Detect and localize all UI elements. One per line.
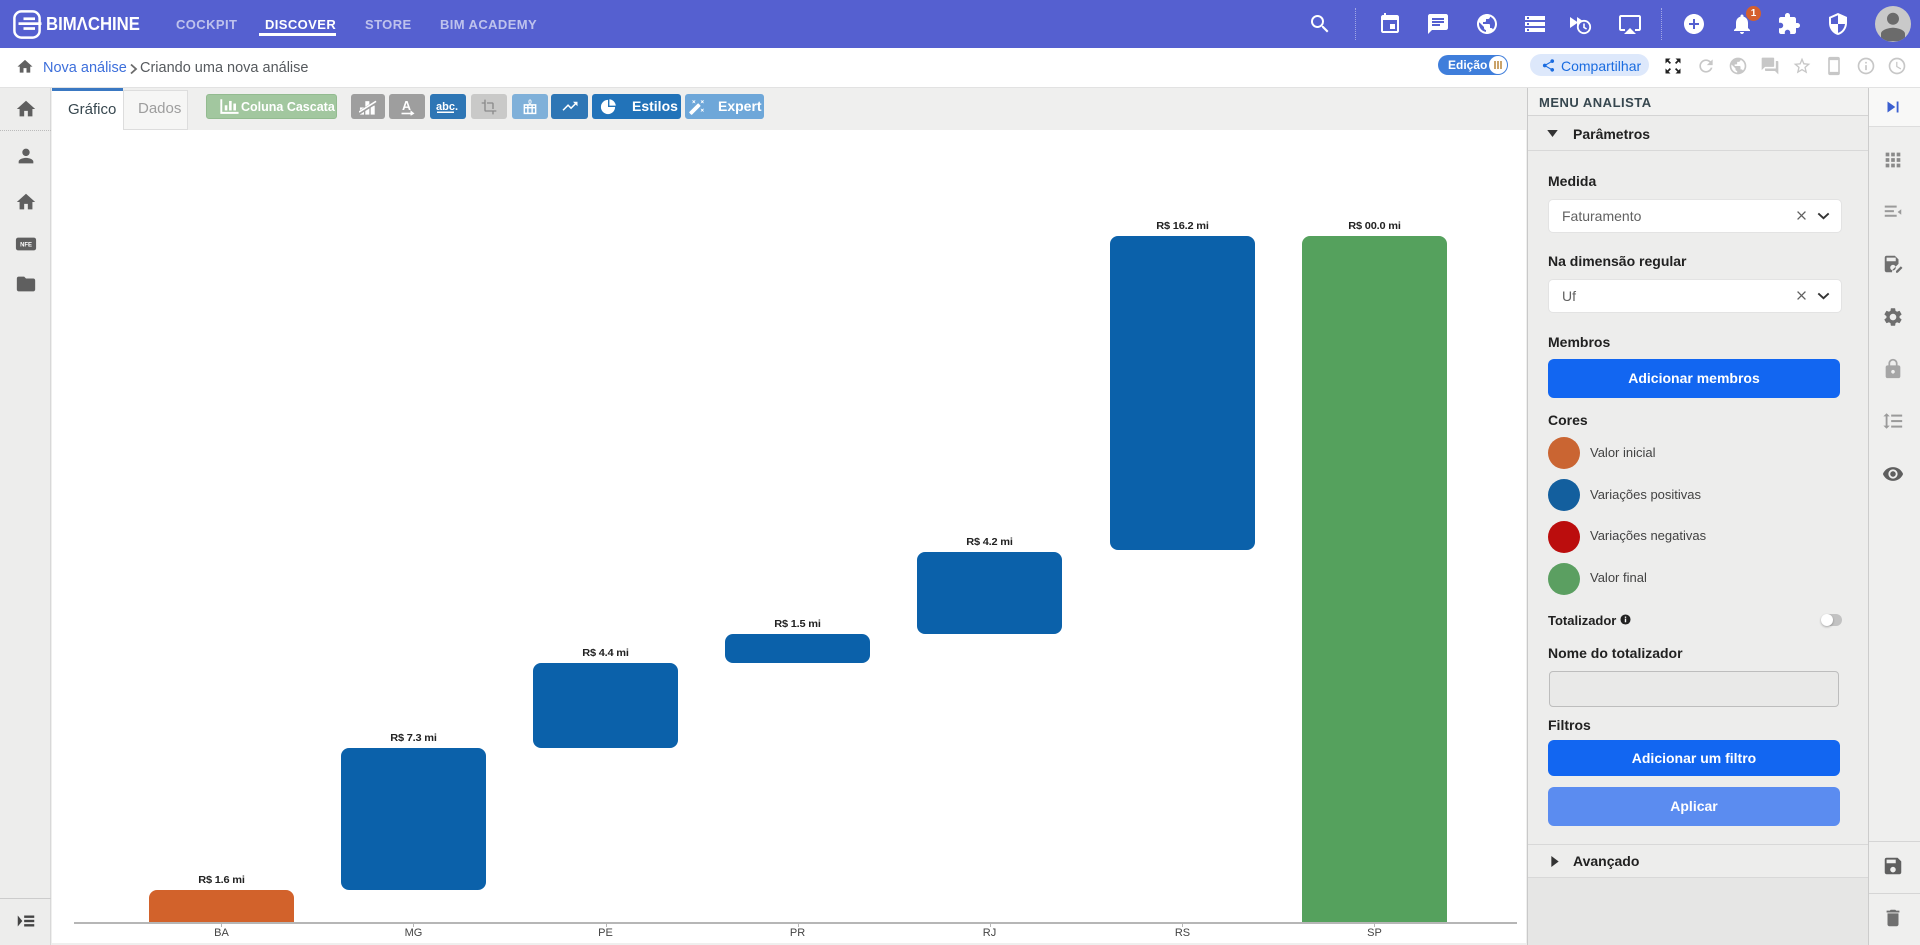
svg-text:A: A xyxy=(402,99,411,113)
svg-text:abc.: abc. xyxy=(436,101,458,113)
svg-text:0: 0 xyxy=(528,99,532,106)
svg-text:NFE: NFE xyxy=(20,243,32,249)
